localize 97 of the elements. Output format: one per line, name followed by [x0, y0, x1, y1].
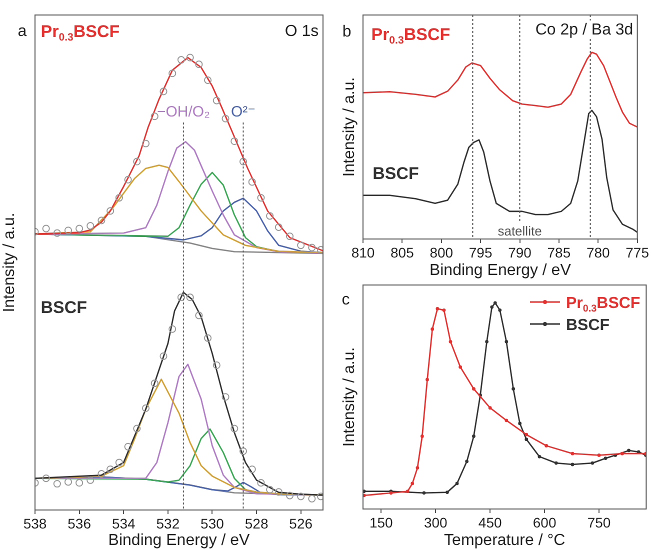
x-axis-title: Binding Energy / eV	[429, 262, 572, 279]
x-tick-label: 534	[112, 515, 136, 532]
point	[212, 361, 220, 370]
point	[308, 494, 316, 502]
ref-line-label: −OH/O₂	[156, 103, 210, 120]
x-tick-label: 795	[468, 244, 492, 260]
x-tick-label: 775	[626, 244, 650, 260]
x-tick-label: 785	[547, 244, 571, 260]
x-tick-label: 150	[369, 514, 394, 530]
point	[266, 486, 274, 494]
x-tick-label: 536	[68, 515, 92, 532]
text: Co 2p / Ba 3d	[535, 21, 634, 38]
x-tick-label: 780	[586, 244, 610, 260]
point	[239, 447, 248, 455]
x-axis-title: Temperature / °C	[444, 532, 566, 549]
y-axis-title: Intensity / a.u.	[341, 347, 358, 447]
x-tick-label: 810	[351, 244, 375, 260]
point	[53, 480, 61, 488]
series-label: BSCF	[372, 164, 419, 183]
x-tick-label: 300	[424, 514, 448, 530]
point	[248, 178, 256, 186]
point	[115, 458, 123, 466]
point	[124, 176, 132, 184]
point	[106, 207, 114, 215]
point	[53, 229, 61, 237]
x-tick-label: 790	[508, 244, 532, 260]
text: a	[18, 22, 27, 40]
point	[115, 194, 123, 202]
text: O 1s	[284, 22, 319, 40]
point	[124, 442, 132, 450]
point	[230, 424, 238, 432]
x-tick-label: 538	[23, 515, 47, 532]
point	[186, 54, 194, 62]
point	[133, 424, 141, 432]
x-axis-title: Binding Energy / eV	[108, 532, 250, 549]
text: BSCF	[40, 298, 88, 318]
point	[76, 479, 84, 487]
point	[222, 114, 230, 122]
x-tick-label: 532	[156, 515, 180, 532]
point	[168, 70, 176, 78]
point	[150, 380, 158, 388]
point	[204, 334, 212, 342]
point	[274, 223, 282, 232]
point	[86, 476, 94, 484]
x-tick-label: 450	[478, 514, 502, 530]
point	[286, 492, 294, 500]
point	[266, 212, 274, 220]
point	[64, 226, 72, 234]
ref-line-label: satellite	[498, 224, 542, 239]
point	[248, 465, 256, 474]
x-tick-label: 526	[289, 515, 313, 532]
point	[274, 488, 282, 496]
x-tick-label: 530	[200, 515, 224, 532]
point	[177, 56, 186, 64]
point	[142, 404, 150, 412]
point	[195, 312, 203, 320]
point	[160, 352, 168, 360]
legend-label: BSCF	[566, 317, 610, 334]
x-tick-label: 750	[587, 514, 611, 530]
point	[106, 465, 114, 474]
point	[177, 294, 186, 302]
point	[98, 470, 106, 478]
x-tick-label: 600	[532, 514, 556, 530]
x-tick-label: 800	[430, 244, 454, 260]
point	[297, 492, 305, 500]
point	[222, 393, 230, 401]
point	[195, 60, 203, 68]
point	[76, 224, 84, 232]
point	[142, 140, 150, 148]
point	[186, 294, 194, 302]
point	[316, 246, 323, 254]
point	[98, 216, 106, 224]
point	[257, 479, 265, 487]
point	[297, 242, 305, 250]
point	[42, 474, 50, 482]
point	[239, 158, 248, 166]
point	[133, 158, 141, 166]
point	[257, 194, 265, 202]
point	[64, 478, 72, 486]
point	[150, 112, 158, 120]
point	[86, 222, 94, 230]
text: b	[342, 24, 352, 41]
point	[230, 137, 238, 146]
point	[160, 88, 168, 96]
point	[42, 224, 50, 232]
point	[204, 76, 212, 84]
point	[168, 325, 176, 333]
text: c	[342, 291, 350, 308]
point	[308, 244, 316, 252]
x-tick-label: 805	[390, 244, 414, 260]
x-tick-label: 528	[244, 515, 268, 532]
y-axis-title: Intensity / a.u.	[1, 212, 18, 312]
ref-line-label: O²⁻	[230, 103, 256, 120]
point	[316, 492, 323, 500]
point	[286, 232, 294, 240]
point	[212, 96, 220, 104]
y-axis-title: Intensity / a.u.	[341, 77, 358, 177]
